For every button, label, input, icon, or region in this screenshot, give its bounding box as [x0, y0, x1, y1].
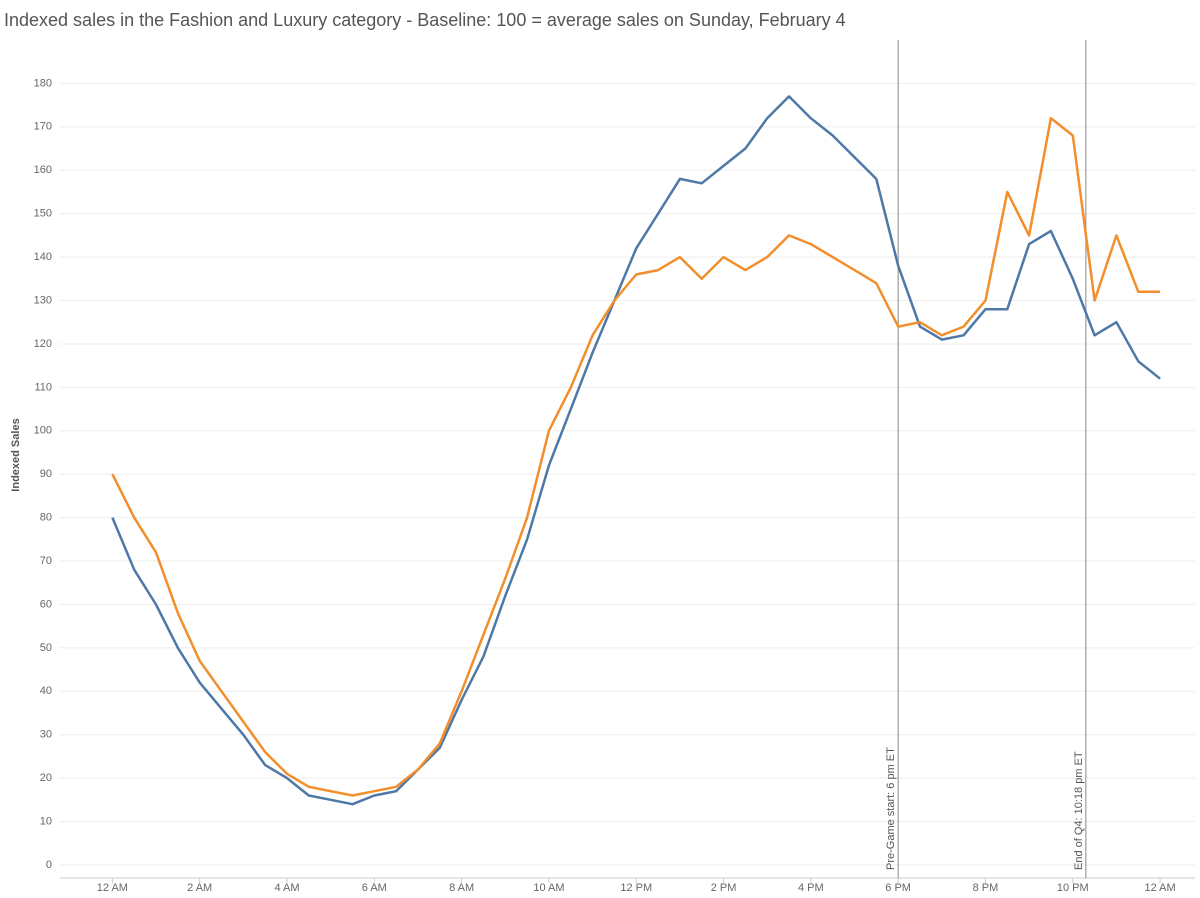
- x-tick-label: 10 PM: [1057, 882, 1089, 894]
- x-tick-label: 6 AM: [362, 882, 387, 894]
- y-tick-label: 170: [34, 121, 52, 133]
- x-tick-label: 4 AM: [274, 882, 299, 894]
- y-tick-label: 40: [40, 685, 52, 697]
- x-tick-label: 12 AM: [1144, 882, 1175, 894]
- y-tick-label: 160: [34, 164, 52, 176]
- y-tick-label: 50: [40, 642, 52, 654]
- reference-label: End of Q4: 10:18 pm ET: [1073, 751, 1085, 870]
- y-tick-label: 80: [40, 512, 52, 524]
- y-axis-label: Indexed Sales: [10, 418, 22, 491]
- y-tick-label: 150: [34, 208, 52, 220]
- y-tick-label: 130: [34, 294, 52, 306]
- y-tick-label: 180: [34, 77, 52, 89]
- x-tick-label: 8 PM: [973, 882, 999, 894]
- y-tick-label: 30: [40, 729, 52, 741]
- x-tick-label: 2 AM: [187, 882, 212, 894]
- series-line: [111, 116, 1161, 797]
- x-tick-label: 4 PM: [798, 882, 824, 894]
- y-tick-label: 120: [34, 338, 52, 350]
- x-tick-label: 10 AM: [533, 882, 564, 894]
- y-tick-label: 60: [40, 598, 52, 610]
- y-tick-label: 70: [40, 555, 52, 567]
- y-tick-label: 10: [40, 815, 52, 827]
- chart-title: Indexed sales in the Fashion and Luxury …: [4, 10, 846, 30]
- y-tick-label: 90: [40, 468, 52, 480]
- y-tick-label: 0: [46, 859, 52, 871]
- x-tick-label: 12 AM: [97, 882, 128, 894]
- y-tick-label: 20: [40, 772, 52, 784]
- x-tick-label: 6 PM: [885, 882, 911, 894]
- x-tick-label: 8 AM: [449, 882, 474, 894]
- y-tick-label: 110: [34, 381, 52, 393]
- reference-label: Pre-Game start: 6 pm ET: [885, 747, 897, 870]
- series-line: [111, 95, 1161, 806]
- y-tick-label: 140: [34, 251, 52, 263]
- y-tick-label: 100: [34, 425, 52, 437]
- x-tick-label: 12 PM: [620, 882, 652, 894]
- x-tick-label: 2 PM: [711, 882, 737, 894]
